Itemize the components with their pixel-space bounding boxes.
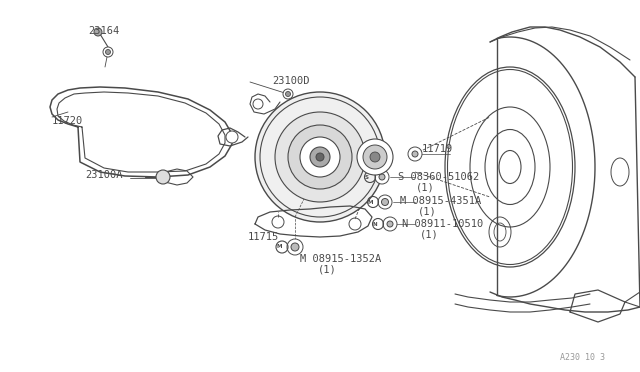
Text: (1): (1)	[416, 182, 435, 192]
Circle shape	[412, 151, 418, 157]
Circle shape	[287, 239, 303, 255]
Circle shape	[103, 47, 113, 57]
Circle shape	[408, 147, 422, 161]
Text: N: N	[372, 221, 378, 227]
Text: S 08360-51062: S 08360-51062	[398, 172, 479, 182]
Circle shape	[375, 170, 389, 184]
Circle shape	[94, 28, 102, 36]
Circle shape	[291, 243, 299, 251]
Circle shape	[283, 89, 293, 99]
Text: 23100D: 23100D	[272, 76, 310, 86]
Text: 11720: 11720	[52, 116, 83, 126]
Text: 23164: 23164	[88, 26, 119, 36]
Circle shape	[357, 139, 393, 175]
Circle shape	[316, 153, 324, 161]
Text: M 08915-4351A: M 08915-4351A	[400, 196, 481, 206]
Text: 11715: 11715	[248, 232, 279, 242]
Text: (1): (1)	[418, 206, 436, 216]
Text: 23100A: 23100A	[85, 170, 122, 180]
Circle shape	[370, 152, 380, 162]
Circle shape	[253, 99, 263, 109]
Circle shape	[275, 112, 365, 202]
Text: M: M	[276, 244, 282, 250]
Circle shape	[381, 199, 388, 205]
Text: S: S	[365, 174, 369, 180]
Circle shape	[300, 137, 340, 177]
Circle shape	[383, 217, 397, 231]
Circle shape	[285, 92, 291, 96]
Text: M: M	[367, 199, 372, 205]
Text: 11719: 11719	[422, 144, 453, 154]
Circle shape	[363, 145, 387, 169]
Circle shape	[106, 49, 111, 55]
Text: (1): (1)	[318, 264, 337, 274]
Text: N 08911-10510: N 08911-10510	[402, 219, 483, 229]
Text: A230 10 3: A230 10 3	[560, 353, 605, 362]
Circle shape	[379, 174, 385, 180]
Text: (1): (1)	[420, 229, 439, 239]
Text: M 08915-1352A: M 08915-1352A	[300, 254, 381, 264]
Circle shape	[226, 131, 238, 143]
Circle shape	[255, 92, 385, 222]
Circle shape	[378, 195, 392, 209]
Circle shape	[288, 125, 352, 189]
Circle shape	[310, 147, 330, 167]
Ellipse shape	[445, 67, 575, 267]
Circle shape	[156, 170, 170, 184]
Circle shape	[387, 221, 393, 227]
